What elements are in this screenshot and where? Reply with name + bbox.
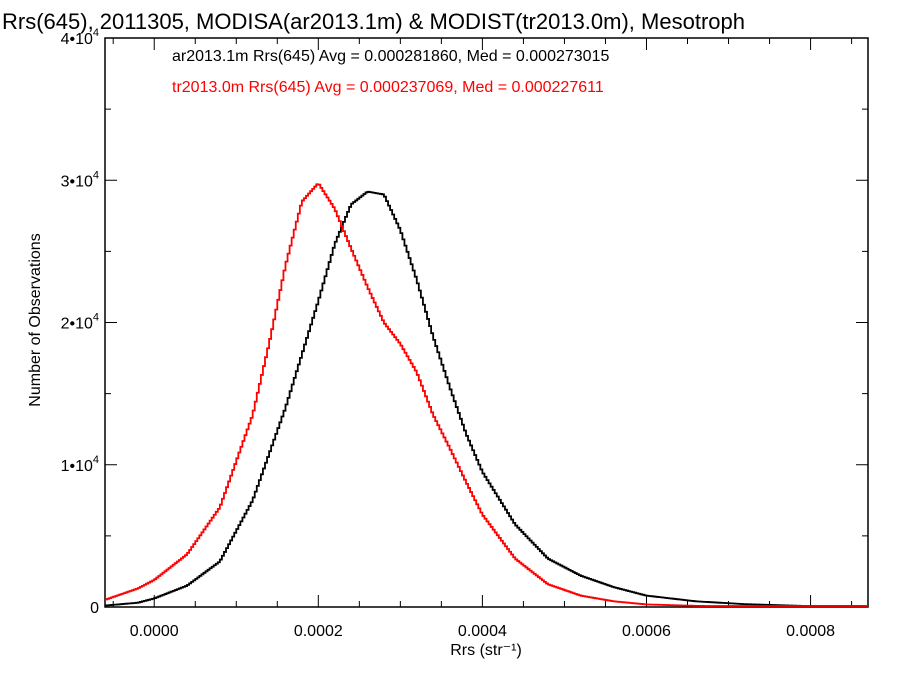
y-axis-ticks: 0 1•104 2•104 3•104 4•104 (61, 27, 868, 617)
series-layer (105, 183, 868, 607)
x-tick-label: 0.0000 (130, 623, 179, 640)
y-tick-label: 0 (90, 600, 99, 617)
y-tick-label: 3•104 (61, 169, 99, 190)
series-line-tr2013.0m (105, 183, 868, 607)
x-tick-label: 0.0002 (294, 623, 343, 640)
y-axis-label: Number of Observations (27, 233, 44, 406)
chart-title: Rrs(645), 2011305, MODISA(ar2013.1m) & M… (2, 9, 745, 34)
legend-entry-ar2013: ar2013.1m Rrs(645) Avg = 0.000281860, Me… (172, 48, 609, 65)
x-tick-label: 0.0006 (622, 623, 671, 640)
x-tick-label: 0.0008 (786, 623, 835, 640)
x-axis-ticks: 0.0000 0.0002 0.0004 0.0006 0.0008 (112, 38, 853, 640)
y-tick-label: 2•104 (61, 312, 99, 333)
x-tick-label: 0.0004 (458, 623, 507, 640)
y-tick-label: 4•104 (61, 27, 99, 48)
x-axis-label: Rrs (str⁻¹) (450, 642, 522, 659)
y-tick-label: 1•104 (61, 454, 99, 475)
legend-entry-tr2013: tr2013.0m Rrs(645) Avg = 0.000237069, Me… (172, 79, 604, 96)
series-line-ar2013.1m (105, 190, 868, 607)
